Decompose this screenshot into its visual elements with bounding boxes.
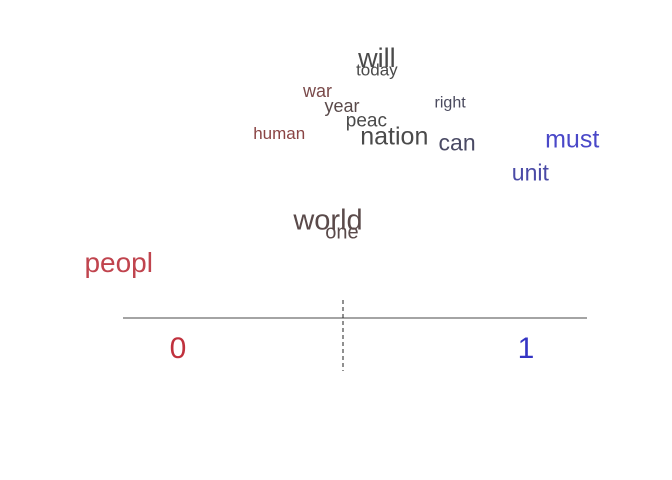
word-label-will: will: [357, 43, 396, 73]
word-label-world: world: [292, 205, 362, 237]
word-label-right: right: [435, 95, 467, 112]
word-label-today: today: [356, 61, 398, 80]
word-label-human: human: [253, 124, 305, 143]
word-label-can: can: [439, 129, 476, 155]
word-label-nation: nation: [360, 122, 428, 150]
word-label-peac: peac: [346, 111, 387, 132]
pole-labels: 0(Topic 18)1(Topic 18): [117, 332, 588, 398]
word-label-must: must: [545, 125, 599, 153]
word-label-war: war: [302, 81, 332, 101]
pole-topic-label-0: (Topic 18): [117, 367, 240, 398]
word-label-year: year: [324, 96, 359, 116]
word-label-unit: unit: [512, 159, 550, 185]
word-label-peopl: peopl: [84, 247, 153, 278]
word-label-one: one: [325, 222, 358, 244]
pole-topic-label-1: (Topic 18): [465, 367, 588, 398]
pole-value-0: 0: [170, 332, 187, 365]
pole-value-1: 1: [518, 332, 535, 365]
